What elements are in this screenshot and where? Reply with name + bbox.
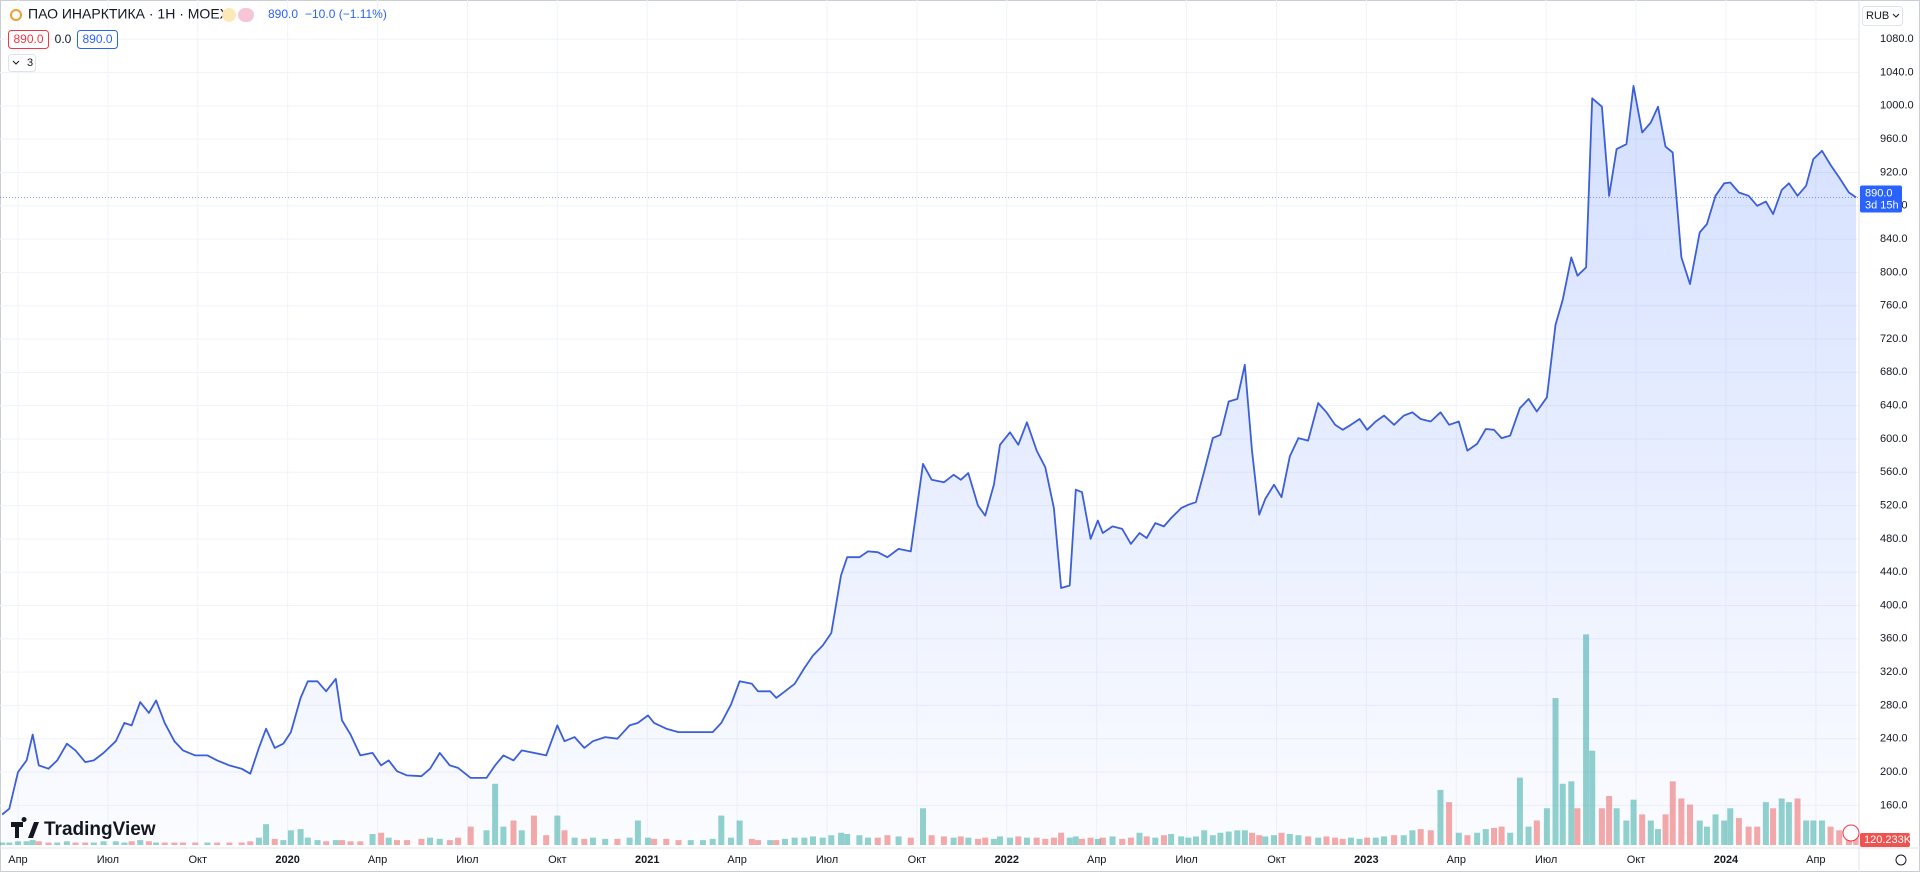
badge [222,8,236,22]
y-tick-label: 240.0 [1880,733,1908,745]
y-tick-label: 960.0 [1880,133,1908,145]
buy-box[interactable] [77,30,118,49]
y-tick-label: 760.0 [1880,300,1908,312]
x-tick-label: Июл [1175,854,1197,866]
x-tick-label: Июл [456,854,478,866]
last-price-label: 890.0 [1865,187,1893,199]
countdown: 3d 15h [1865,199,1899,211]
settings-icon[interactable] [1895,854,1907,866]
logo-mark [11,817,39,838]
x-tick-label: 2020 [275,854,299,866]
y-tick-label: 800.0 [1880,266,1908,278]
plot [0,85,1860,845]
y-tick-label: 160.0 [1880,799,1908,811]
x-tick-label: Апр [1087,854,1106,866]
currency-button[interactable] [1862,6,1903,26]
x-tick-label: 2021 [635,854,659,866]
x-tick-label: 2022 [995,854,1019,866]
y-tick-label: 640.0 [1880,400,1908,412]
y-tick-label: 440.0 [1880,566,1908,578]
axes: 160.0 200.0 240.0 280.0 320.0 360.0 400.0 440.0… [8,33,1913,866]
change: −10.0 (−1.11%) [305,7,387,21]
y-tick-label: 560.0 [1880,466,1908,478]
y-tick-label: 320.0 [1880,666,1908,678]
x-tick-label: Апр [8,854,27,866]
sell-price: 890.0 [13,32,43,46]
chevron [1892,13,1900,18]
area-fill [2,85,1857,845]
y-tick-label: 1000.0 [1880,100,1914,112]
x-tick-label: Апр [1447,854,1466,866]
y-tick-label: 1080.0 [1880,33,1914,45]
badge [238,8,254,22]
indicators-toggle[interactable] [8,54,36,72]
y-tick-label: 480.0 [1880,533,1908,545]
x-tick-label: Апр [727,854,746,866]
y-tick-label: 360.0 [1880,633,1908,645]
x-tick-label: Июл [1535,854,1557,866]
brand[interactable]: TradingView [44,819,156,840]
y-tick-label: 680.0 [1880,366,1908,378]
y-tick-label: 200.0 [1880,766,1908,778]
x-tick-label: Окт [908,854,927,866]
x-tick-label: Окт [1627,854,1646,866]
x-tick-label: Апр [368,854,387,866]
indicators-count: 3 [27,57,33,69]
quote: 890.0 [268,7,298,21]
x-tick-label: Июл [816,854,838,866]
y-tick-label: 400.0 [1880,599,1908,611]
currency: RUB [1866,10,1889,22]
y-tick-label: 720.0 [1880,333,1908,345]
volume-label: 120.233K [1864,834,1912,846]
symbol[interactable]: ПАО ИНАРКТИКА · 1Н · MOEX [28,6,230,22]
alert-icon[interactable] [1842,824,1860,842]
y-tick-label: 280.0 [1880,699,1908,711]
volume-tag [1860,833,1910,847]
spread: 0.0 [55,32,72,46]
sell-box[interactable] [8,30,49,49]
symbol-icon [10,9,22,21]
buy-price: 890.0 [82,32,112,46]
x-tick-label: Окт [1267,854,1286,866]
price-line [1,85,1857,816]
y-tick-label: 600.0 [1880,433,1908,445]
x-tick-label: 2024 [1714,854,1739,866]
y-tick-label: 520.0 [1880,499,1908,511]
x-tick-label: Апр [1806,854,1825,866]
y-tick-label: 920.0 [1880,166,1908,178]
x-tick-label: 2023 [1354,854,1378,866]
last-price-tag [1860,185,1902,213]
y-tick-label: 1040.0 [1880,66,1914,78]
x-tick-label: Июл [97,854,119,866]
chevron [12,60,20,65]
x-tick-label: Окт [548,854,567,866]
x-tick-label: Окт [189,854,208,866]
y-tick-label: 840.0 [1880,233,1908,245]
